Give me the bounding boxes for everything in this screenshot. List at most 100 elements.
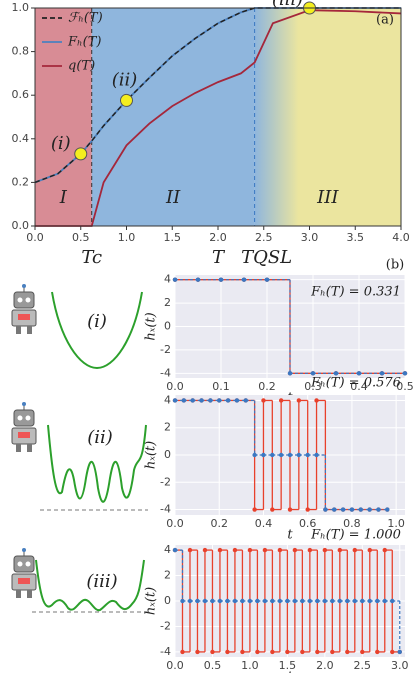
step-marker bbox=[262, 598, 268, 604]
y-tick-label: 2 bbox=[164, 296, 171, 309]
legend-label: q(T) bbox=[68, 59, 95, 74]
step-marker bbox=[292, 547, 298, 553]
step-marker bbox=[285, 649, 290, 655]
x-tick-label: 3.0 bbox=[391, 659, 409, 672]
step-marker bbox=[241, 277, 247, 282]
step-marker bbox=[332, 507, 337, 512]
x-tick-label: 0.0 bbox=[166, 517, 184, 530]
step-marker bbox=[314, 452, 319, 458]
step-marker bbox=[232, 598, 238, 604]
step-marker bbox=[261, 452, 266, 458]
x-tick-label: 0.5 bbox=[396, 380, 414, 393]
step-marker bbox=[261, 398, 266, 403]
legend-label: Fₕ(T) bbox=[67, 35, 101, 50]
x-tick-label: 0.2 bbox=[258, 380, 276, 393]
x-tick-label: 2.0 bbox=[209, 231, 227, 244]
x-axis-label: t bbox=[287, 670, 293, 673]
step-marker bbox=[255, 649, 260, 655]
step-marker bbox=[305, 507, 310, 512]
region-label: III bbox=[316, 187, 339, 208]
step-marker bbox=[262, 547, 268, 553]
step-marker bbox=[218, 277, 224, 282]
step-marker bbox=[181, 398, 187, 403]
step-marker bbox=[340, 507, 346, 512]
step-marker bbox=[187, 547, 193, 553]
region bbox=[91, 8, 255, 226]
x-tick-label: 1.5 bbox=[164, 231, 182, 244]
y-tick-label: 0.8 bbox=[12, 45, 30, 58]
region bbox=[254, 8, 401, 226]
step-marker bbox=[270, 452, 275, 458]
step-marker bbox=[172, 547, 178, 553]
x-tick-label: 1.0 bbox=[118, 231, 136, 244]
step-marker bbox=[300, 598, 305, 604]
x-tick-label: 4.0 bbox=[392, 231, 410, 244]
step-marker bbox=[172, 277, 178, 282]
potential-curve bbox=[51, 291, 143, 370]
step-marker bbox=[270, 598, 275, 604]
step-marker bbox=[277, 547, 283, 553]
step-marker bbox=[202, 598, 208, 604]
y-tick-label: -2 bbox=[160, 343, 171, 356]
y-axis-label: hₓ(t) bbox=[144, 587, 159, 615]
step-marker bbox=[247, 547, 253, 553]
robot-icon bbox=[11, 402, 37, 452]
step-marker bbox=[358, 507, 363, 512]
x-tick-label: 0.4 bbox=[350, 380, 368, 393]
x-axis-label: T bbox=[212, 247, 226, 268]
x-tick-label: 0.0 bbox=[26, 231, 44, 244]
region-label: II bbox=[165, 187, 181, 208]
step-marker bbox=[367, 598, 372, 604]
step-marker bbox=[187, 598, 193, 604]
step-marker bbox=[315, 649, 320, 655]
step-marker bbox=[375, 598, 380, 604]
x-tick-label: 0.4 bbox=[255, 517, 273, 530]
x-tick-label: 0.2 bbox=[210, 517, 228, 530]
y-tick-label: 2 bbox=[164, 421, 171, 434]
illustration-label: (i) bbox=[87, 311, 107, 332]
step-marker bbox=[323, 507, 328, 512]
step-marker bbox=[287, 507, 293, 512]
x-tick-label: 0.5 bbox=[72, 231, 90, 244]
step-marker bbox=[379, 371, 385, 376]
step-marker bbox=[314, 398, 319, 403]
step-marker bbox=[307, 547, 313, 553]
step-marker bbox=[356, 371, 362, 376]
step-marker bbox=[278, 452, 284, 458]
panel-label: (a) bbox=[376, 13, 394, 28]
step-marker bbox=[330, 649, 335, 655]
step-marker bbox=[367, 547, 372, 553]
x-tick-label: 3.0 bbox=[301, 231, 319, 244]
fidelity-annotation: Fₕ(T) = 0.576 bbox=[310, 376, 401, 391]
illustration-label: (iii) bbox=[86, 571, 117, 592]
step-marker bbox=[199, 398, 204, 403]
y-tick-label: 0.0 bbox=[12, 219, 30, 232]
robot-icon bbox=[11, 284, 37, 334]
step-marker bbox=[305, 452, 310, 458]
region-label: I bbox=[59, 187, 68, 208]
illustration-label: (ii) bbox=[87, 427, 113, 448]
step-marker bbox=[255, 598, 260, 604]
step-marker bbox=[376, 507, 381, 512]
point-label: (i) bbox=[51, 133, 71, 154]
step-marker bbox=[278, 398, 284, 403]
y-tick-label: -4 bbox=[160, 503, 171, 516]
step-marker bbox=[208, 398, 213, 403]
point-label: (iii) bbox=[272, 0, 303, 10]
highlight-point bbox=[120, 93, 133, 107]
step-marker bbox=[217, 598, 223, 604]
fidelity-annotation: Fₕ(T) = 1.000 bbox=[310, 528, 401, 543]
y-tick-label: 1.0 bbox=[12, 1, 30, 14]
x-tick-label: 0.8 bbox=[343, 517, 361, 530]
step-marker bbox=[287, 452, 293, 458]
step-marker bbox=[333, 371, 339, 376]
x-tick-label: 1.0 bbox=[241, 659, 259, 672]
y-tick-label: -2 bbox=[160, 475, 171, 488]
x-tick-label: 2.5 bbox=[354, 659, 372, 672]
step-marker bbox=[296, 452, 302, 458]
step-marker bbox=[322, 598, 328, 604]
y-axis-label: hₓ(t) bbox=[144, 312, 159, 340]
y-tick-label: 4 bbox=[164, 543, 171, 556]
y-tick-label: 2 bbox=[164, 569, 171, 582]
x-tick-label: 0.3 bbox=[304, 380, 322, 393]
